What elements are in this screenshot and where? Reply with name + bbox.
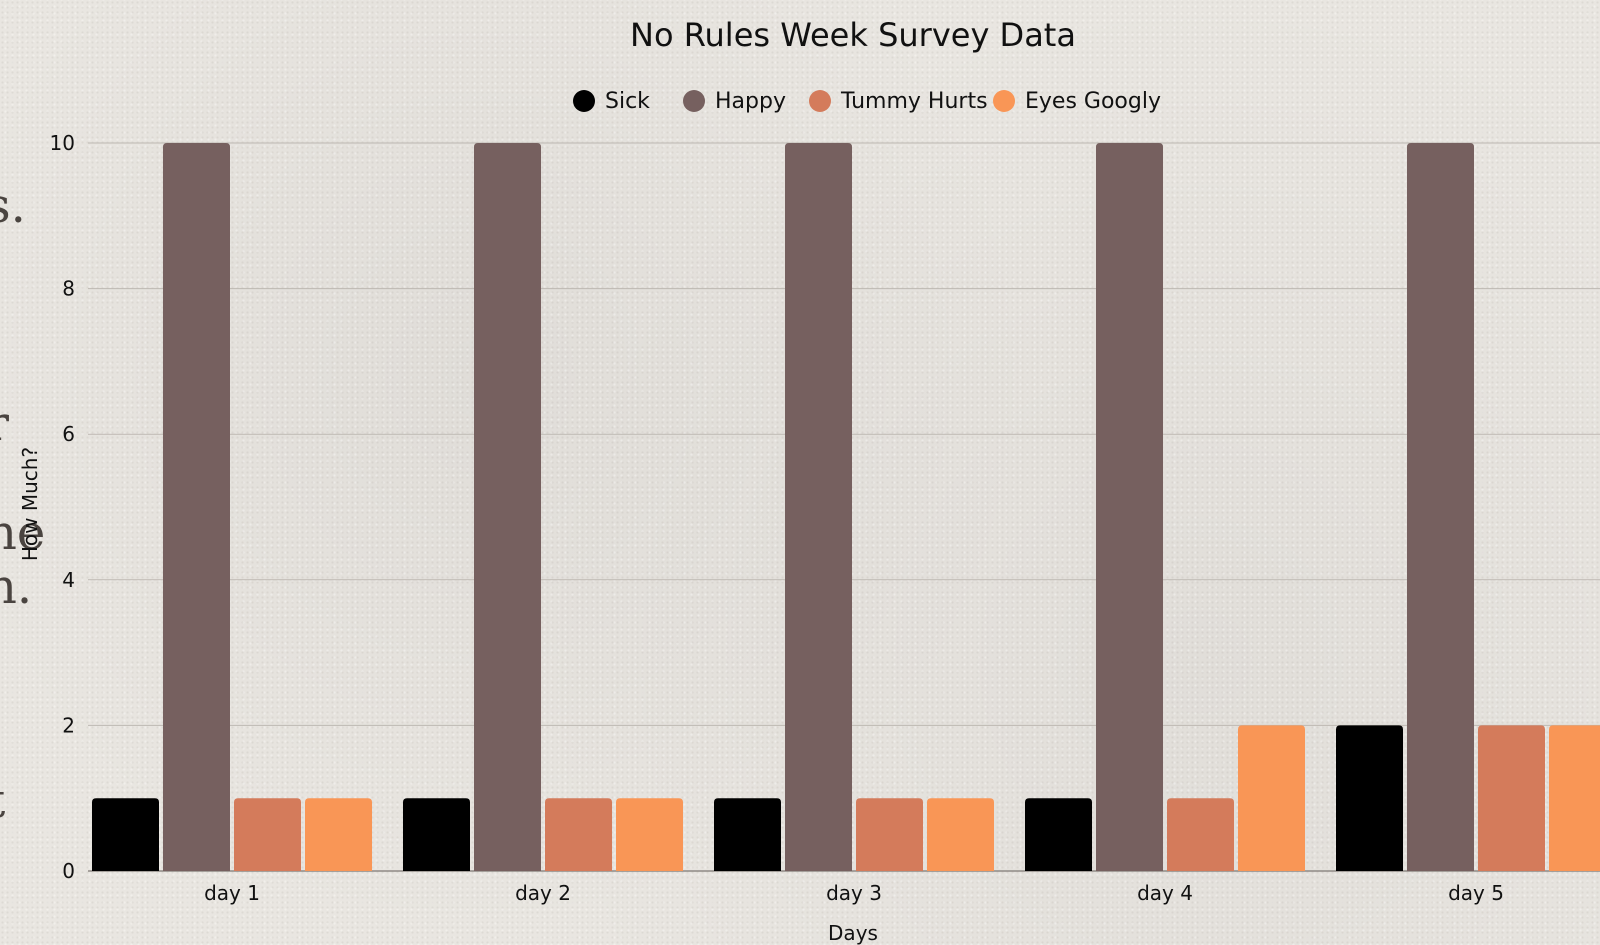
background-text-fragment: n. [0, 559, 33, 615]
legend-label: Tummy Hurts [840, 89, 988, 114]
bar-happy-day-4 [1096, 143, 1163, 871]
background-text-fragment: s. [0, 178, 26, 234]
bar-tummy-hurts-day-4 [1167, 798, 1234, 871]
legend-label: Sick [605, 89, 650, 114]
x-tick-label: day 1 [204, 881, 260, 905]
bar-happy-day-1 [163, 143, 230, 871]
x-tick-label: day 2 [515, 881, 571, 905]
legend-swatch [993, 90, 1015, 112]
x-axis-ticks: day 1 day 2 day 3 day 4 day 5 [204, 881, 1504, 905]
bar-eyes-googly-day-5 [1549, 725, 1600, 871]
background-text-fragment: r [0, 400, 9, 448]
bar-tummy-hurts-day-5 [1478, 725, 1545, 871]
bar-sick-day-4 [1025, 798, 1092, 871]
bar-sick-day-3 [714, 798, 781, 871]
chart-bars [92, 143, 1600, 871]
y-tick-label: 2 [62, 713, 75, 737]
bar-happy-day-2 [474, 143, 541, 871]
background-text-fragment: t [0, 777, 5, 825]
x-tick-label: day 4 [1137, 881, 1193, 905]
chart-legend: Sick Happy Tummy Hurts Eyes Googly [573, 89, 1161, 114]
y-axis-ticks: 0 2 4 6 8 10 [50, 131, 75, 883]
x-tick-label: day 5 [1448, 881, 1504, 905]
background-text-fragment: ne [0, 505, 46, 561]
bar-eyes-googly-day-1 [305, 798, 372, 871]
bar-happy-day-3 [785, 143, 852, 871]
bar-tummy-hurts-day-3 [856, 798, 923, 871]
y-tick-label: 0 [62, 859, 75, 883]
y-tick-label: 8 [62, 277, 75, 301]
legend-label: Happy [715, 89, 786, 114]
legend-swatch [573, 90, 595, 112]
chart-title: No Rules Week Survey Data [630, 16, 1076, 54]
bar-happy-day-5 [1407, 143, 1474, 871]
x-axis-title: Days [828, 921, 878, 945]
legend-swatch [809, 90, 831, 112]
background-text-fragment: l [0, 455, 1, 503]
y-axis-title: How Much? [18, 447, 42, 561]
bar-sick-day-2 [403, 798, 470, 871]
legend-swatch [683, 90, 705, 112]
bar-eyes-googly-day-4 [1238, 725, 1305, 871]
y-tick-label: 4 [62, 568, 75, 592]
bar-tummy-hurts-day-1 [234, 798, 301, 871]
bar-eyes-googly-day-3 [927, 798, 994, 871]
bar-tummy-hurts-day-2 [545, 798, 612, 871]
legend-label: Eyes Googly [1025, 89, 1161, 114]
y-tick-label: 10 [50, 131, 75, 155]
bar-eyes-googly-day-2 [616, 798, 683, 871]
bar-sick-day-1 [92, 798, 159, 871]
y-tick-label: 6 [62, 422, 75, 446]
bar-sick-day-5 [1336, 725, 1403, 871]
x-tick-label: day 3 [826, 881, 882, 905]
